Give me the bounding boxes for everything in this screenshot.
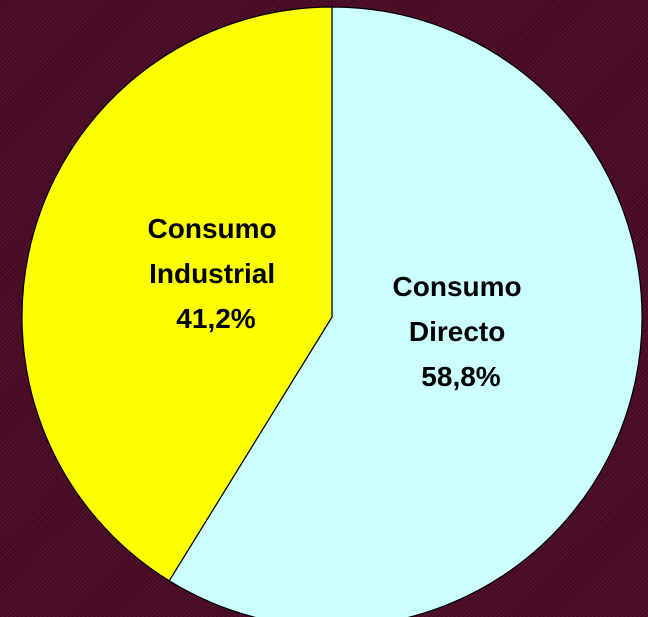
pie-slice-1 bbox=[21, 6, 333, 582]
pie-slices bbox=[21, 6, 643, 617]
pie-labels: Consumo Directo 58,8% Consumo Industrial… bbox=[148, 213, 530, 392]
slice-label-consumo-directo: Consumo Directo 58,8% bbox=[393, 271, 530, 392]
slice-value-label: 58,8% bbox=[421, 361, 500, 392]
slice-label-line: Consumo bbox=[393, 271, 522, 302]
slice-label-consumo-industrial: Consumo Industrial 41,2% bbox=[148, 213, 285, 334]
slice-value-label: 41,2% bbox=[176, 303, 255, 334]
slice-label-line: Consumo bbox=[148, 213, 277, 244]
slice-label-line: Industrial bbox=[149, 258, 275, 289]
slice-label-line: Directo bbox=[409, 316, 505, 347]
pie-slice-0 bbox=[168, 6, 643, 617]
